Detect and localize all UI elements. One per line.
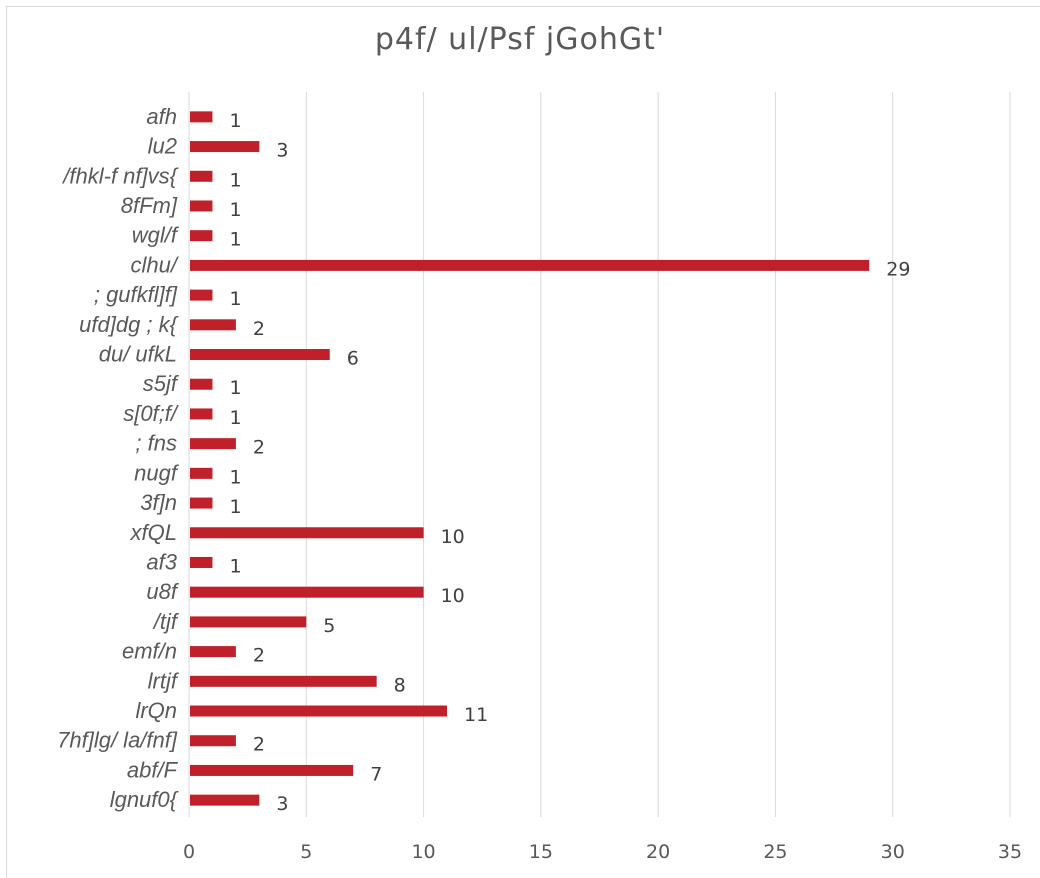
data-label: 1 (229, 110, 241, 132)
data-label: 5 (323, 615, 335, 637)
x-tick-labels: 0 5 10 15 20 25 30 35 (183, 841, 1022, 863)
bar (190, 616, 307, 628)
x-tick-label: 5 (300, 841, 312, 863)
bar (190, 794, 260, 806)
x-tick-label: 0 (183, 841, 195, 863)
data-label: 6 (347, 348, 359, 370)
bar (190, 556, 213, 568)
bar (190, 349, 330, 361)
category-label: abf/F (127, 757, 179, 782)
data-label: 10 (441, 585, 465, 607)
data-label: 2 (253, 645, 265, 667)
category-label: lgnuf0{ (110, 787, 179, 812)
bar (190, 170, 213, 182)
data-label: 1 (229, 377, 241, 399)
data-label: 7 (370, 763, 382, 785)
data-label: 1 (229, 407, 241, 429)
x-tick-label: 10 (411, 841, 435, 863)
category-label: clhu/ (131, 252, 179, 277)
category-label: s5jf (143, 371, 180, 396)
category-label: du/ ufkL (99, 342, 177, 367)
data-label: 29 (886, 258, 910, 280)
x-tick-label: 30 (881, 841, 905, 863)
category-label: /tjf (152, 609, 180, 634)
bar (190, 230, 213, 242)
data-label: 1 (229, 199, 241, 221)
bar (190, 141, 260, 153)
category-label: ; fns (135, 431, 177, 456)
data-label: 3 (276, 140, 288, 162)
data-label: 1 (229, 555, 241, 577)
category-label: ufd]dg ; k{ (79, 312, 179, 337)
bar (190, 319, 236, 331)
category-label: ; gufkfl]f] (94, 282, 178, 307)
bar (190, 467, 213, 479)
bar (190, 497, 213, 509)
bars (190, 111, 870, 806)
chart-title: p4f/ ul/Psf jGohGt' (374, 22, 666, 57)
data-label: 1 (229, 169, 241, 191)
bar (190, 527, 424, 539)
category-label: lrQn (135, 698, 177, 723)
bar (190, 764, 354, 776)
data-label: 2 (253, 318, 265, 340)
bar (190, 675, 377, 687)
x-tick-label: 15 (529, 841, 553, 863)
category-label: af3 (146, 549, 177, 574)
data-label: 1 (229, 496, 241, 518)
bar (190, 200, 213, 212)
category-label: emf/n (122, 639, 177, 664)
bar (190, 586, 424, 598)
bar (190, 438, 236, 450)
data-label: 1 (229, 288, 241, 310)
bar (190, 735, 236, 747)
x-tick-label: 20 (646, 841, 670, 863)
category-label: 3f]n (140, 490, 177, 515)
data-label: 1 (229, 466, 241, 488)
data-label: 1 (229, 229, 241, 251)
category-label: wgl/f (132, 223, 180, 248)
data-label: 3 (276, 793, 288, 815)
data-label: 2 (253, 437, 265, 459)
data-label: 8 (394, 674, 406, 696)
bar (190, 378, 213, 390)
bar (190, 289, 213, 301)
x-tick-label: 25 (763, 841, 787, 863)
category-label: lu2 (148, 134, 177, 159)
gridlines (188, 92, 1011, 817)
bar (190, 408, 213, 420)
category-label: afh (146, 104, 177, 129)
category-label: xfQL (130, 520, 177, 545)
chart-area (6, 6, 1040, 878)
category-label: 7hf]lg/ la/fnf] (57, 728, 178, 753)
category-label: /fhkl‐f nf]vs{ (61, 163, 178, 188)
x-tick-label: 35 (998, 841, 1022, 863)
bar (190, 646, 236, 658)
bar (190, 111, 213, 123)
category-labels: afh lu2/fhkl‐f nf]vs{ 8fFm] wgl/f clhu/ ; guf… (57, 104, 180, 812)
category-label: u8f (146, 579, 179, 604)
data-label: 11 (464, 704, 488, 726)
data-label: 2 (253, 734, 265, 756)
bar (190, 259, 870, 271)
data-label: 10 (441, 526, 465, 548)
category-label: lrtjf (148, 668, 180, 693)
category-label: nugf (134, 460, 180, 485)
bar (190, 705, 448, 717)
category-label: 8fFm] (121, 193, 178, 218)
category-label: s[0f;f/ (123, 401, 179, 426)
